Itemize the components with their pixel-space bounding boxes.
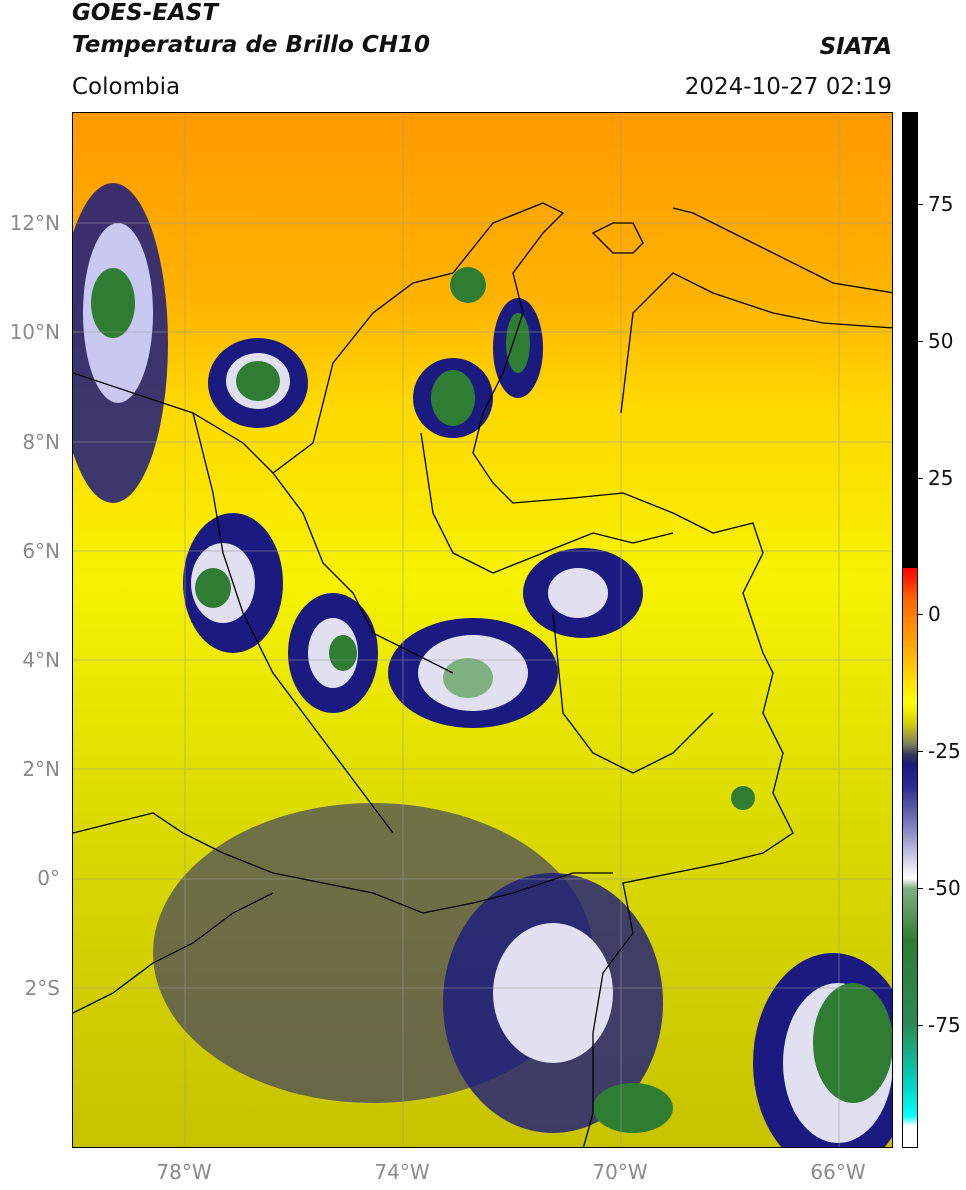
colorbar-label-50: 50 <box>928 329 954 353</box>
lon-label-70w: 70°W <box>592 1160 648 1184</box>
region-label: Colombia <box>72 74 181 100</box>
colorbar-tick <box>917 1025 923 1026</box>
lat-label-4n: 4°N <box>22 648 60 672</box>
colorbar-label-neg75: -75 <box>928 1013 961 1037</box>
colorbar-tick <box>917 478 923 479</box>
borders <box>73 202 892 1147</box>
lat-label-12n: 12°N <box>9 211 60 235</box>
lat-label-2n: 2°N <box>22 757 60 781</box>
colorbar-tick <box>917 204 923 205</box>
colorbar <box>902 112 918 1148</box>
colorbar-label-neg25: -25 <box>928 739 961 763</box>
lon-label-66w: 66°W <box>810 1160 866 1184</box>
lat-label-0: 0° <box>37 866 60 890</box>
graticule <box>73 113 892 1147</box>
lat-label-2s: 2°S <box>24 976 60 1000</box>
lat-label-10n: 10°N <box>9 320 60 344</box>
timestamp-label: 2024-10-27 02:19 <box>684 74 892 100</box>
agency-label: SIATA <box>819 34 892 60</box>
lon-label-78w: 78°W <box>156 1160 212 1184</box>
colorbar-tick <box>917 751 923 752</box>
colorbar-label-neg50: -50 <box>928 876 961 900</box>
product-title: Temperatura de Brillo CH10 <box>72 32 430 58</box>
colorbar-label-25: 25 <box>928 466 954 490</box>
lon-label-74w: 74°W <box>374 1160 430 1184</box>
map-canvas <box>73 113 892 1147</box>
colorbar-label-75: 75 <box>928 192 954 216</box>
lat-label-8n: 8°N <box>22 430 60 454</box>
cloud-layer <box>73 183 892 1147</box>
colorbar-label-0: 0 <box>928 602 941 626</box>
colorbar-tick <box>917 614 923 615</box>
colorbar-tick <box>917 888 923 889</box>
satellite-map <box>72 112 893 1148</box>
satellite-title: GOES-EAST <box>72 0 219 26</box>
colorbar-tick <box>917 341 923 342</box>
lat-label-6n: 6°N <box>22 539 60 563</box>
